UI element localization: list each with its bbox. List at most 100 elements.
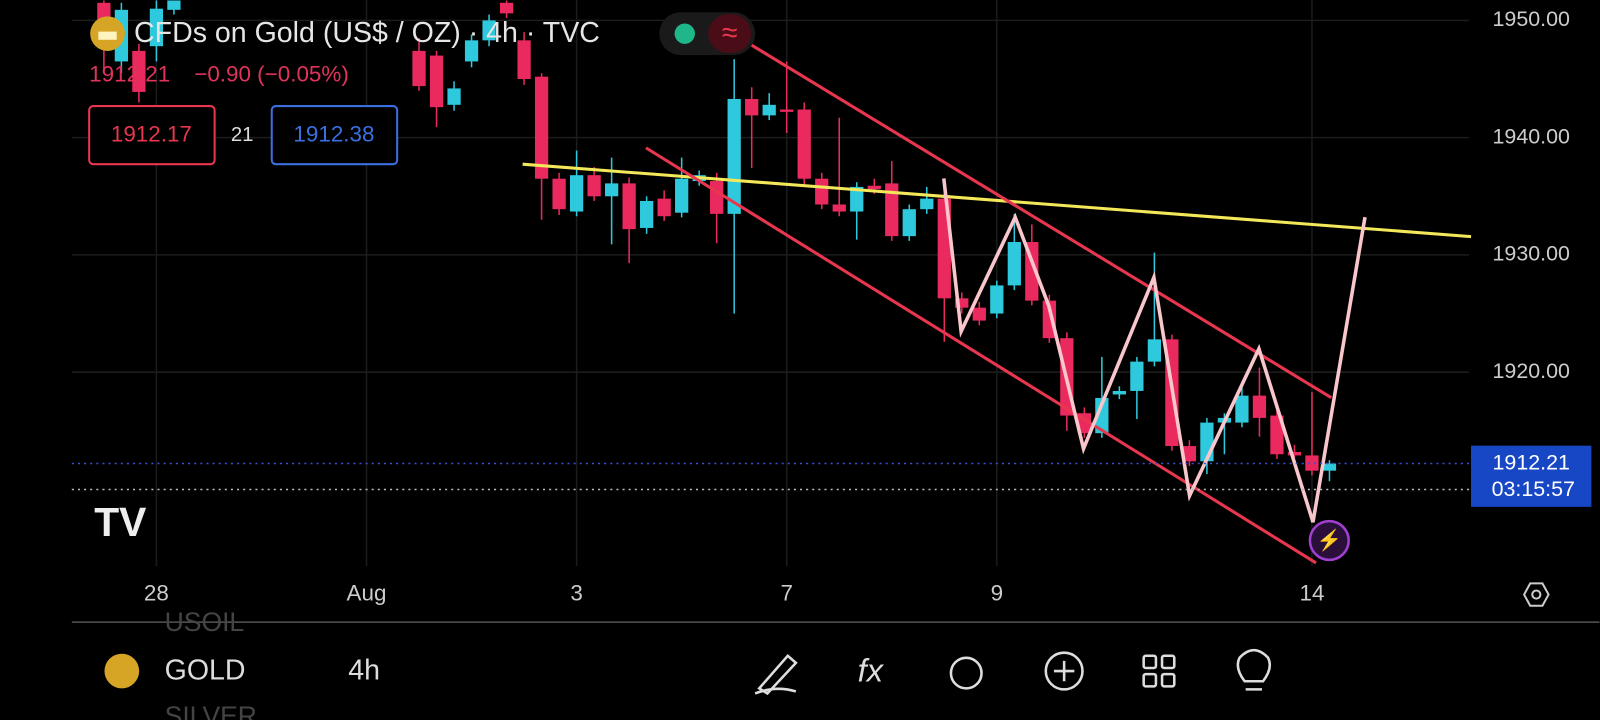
symbol[interactable]: GOLD: [165, 655, 246, 687]
candle-body: [867, 185, 881, 190]
layout-icon: [1142, 672, 1158, 688]
y-tick-label: 1940.00: [1493, 124, 1570, 148]
x-tick-label: 28: [144, 580, 169, 605]
x-tick-label: 14: [1299, 580, 1324, 605]
last-price: 1912.21: [89, 61, 170, 86]
candle-body: [132, 50, 146, 92]
candle-body: [990, 285, 1004, 314]
x-tick-label: 3: [570, 580, 582, 605]
x-tick-label: Aug: [347, 580, 387, 605]
candle-body: [569, 175, 584, 212]
symbol-icon: [104, 653, 140, 689]
symbol-title: CFDs on Gold (US$ / OZ) · 4h · TVC: [134, 17, 600, 49]
candle-body: [710, 181, 724, 214]
candle-body: [1322, 463, 1337, 471]
candle-body: [499, 2, 514, 14]
interval[interactable]: 4h: [348, 655, 380, 687]
candle-body: [1252, 395, 1267, 418]
candle-body: [167, 0, 181, 10]
candle-body: [534, 76, 549, 179]
candle-body: [797, 109, 811, 179]
toolbar-icons: fx: [754, 648, 1272, 696]
candle-body: [780, 109, 794, 112]
candle-body: [955, 298, 969, 308]
draw-tool[interactable]: [754, 653, 798, 696]
candle-body: [902, 209, 916, 237]
candle-body: [464, 40, 479, 62]
candle-body: [587, 175, 601, 197]
y-tick-label: 1930.00: [1493, 242, 1570, 266]
candle-body: [727, 98, 741, 214]
alert-tool[interactable]: [949, 656, 983, 690]
indicator-icon: ≈: [722, 17, 738, 49]
candle-body: [149, 8, 164, 47]
candle-body: [920, 198, 934, 210]
candle-body: [517, 40, 531, 80]
settings-button[interactable]: [1522, 582, 1550, 607]
price-change: −0.90 (−0.05%): [194, 61, 349, 86]
candle-body: [1147, 339, 1162, 362]
indicator-button[interactable]: [708, 14, 752, 54]
candle-body: [622, 183, 636, 230]
lightning-button[interactable]: [1308, 519, 1350, 562]
add-tool[interactable]: [1044, 651, 1084, 691]
last-price-box: [1471, 445, 1592, 507]
candle-body: [640, 200, 654, 228]
y-tick-label: 1920.00: [1493, 359, 1570, 383]
zigzag-drawing: [942, 178, 1367, 523]
bid-price: 1912.17: [111, 122, 192, 147]
candle-body: [1287, 451, 1302, 456]
next-symbol[interactable]: SILVER: [165, 701, 257, 720]
candle-body: [762, 104, 776, 116]
candle-body: [482, 20, 496, 41]
x-tick-label: 9: [991, 580, 1003, 605]
layout-tool[interactable]: [1142, 654, 1158, 670]
candle-body: [885, 183, 899, 237]
candle-body: [552, 178, 566, 210]
trend-line: [522, 162, 1472, 239]
candle-body: [972, 307, 986, 321]
candle-body: [657, 198, 671, 217]
candle-body: [447, 88, 461, 105]
candle-body: [1095, 397, 1109, 434]
sell-button[interactable]: [88, 105, 216, 166]
lightning-icon: ⚡: [1317, 528, 1342, 553]
spread: 21: [231, 124, 254, 146]
gold-bars: [98, 31, 117, 40]
candle-body: [1112, 390, 1126, 395]
candle-body: [832, 204, 846, 212]
candle-body: [1130, 361, 1144, 391]
ask-price: 1912.38: [293, 122, 374, 147]
grid: 1920.00 1930.00 1940.00 1950.00 28 Aug 3 7 9 14: [71, 0, 1570, 605]
prev-symbol[interactable]: USOIL: [165, 607, 245, 637]
candle-body: [604, 183, 619, 197]
ideas-tool[interactable]: [1236, 648, 1272, 691]
candle-body: [1182, 446, 1197, 462]
channel-line: [645, 146, 1317, 565]
market-open-dot: [674, 23, 695, 44]
settings-icon: [1531, 589, 1542, 600]
candle-body: [675, 178, 689, 213]
candle-body: [1235, 395, 1249, 423]
layout-icon: [1160, 672, 1176, 688]
tv-logo: TV: [94, 499, 146, 545]
candle-body: [429, 55, 444, 108]
indicator-tool[interactable]: fx: [858, 652, 885, 689]
layout-icon: [1160, 654, 1176, 670]
candle-body: [1007, 242, 1021, 286]
buy-button[interactable]: [270, 105, 399, 166]
last-price-label: 1912.21: [1493, 451, 1570, 475]
candle-body: [850, 186, 864, 212]
candle-body: [1305, 455, 1319, 471]
bar-countdown: 03:15:57: [1492, 477, 1575, 501]
add-icon: [1053, 660, 1075, 682]
candle-body: [412, 50, 426, 87]
channel-line: [713, 21, 1333, 400]
x-tick-label: 7: [780, 580, 792, 605]
candle-body: [1270, 415, 1284, 455]
y-tick-label: 1950.00: [1493, 7, 1570, 31]
candle-body: [815, 178, 829, 205]
candle-body: [745, 98, 759, 116]
